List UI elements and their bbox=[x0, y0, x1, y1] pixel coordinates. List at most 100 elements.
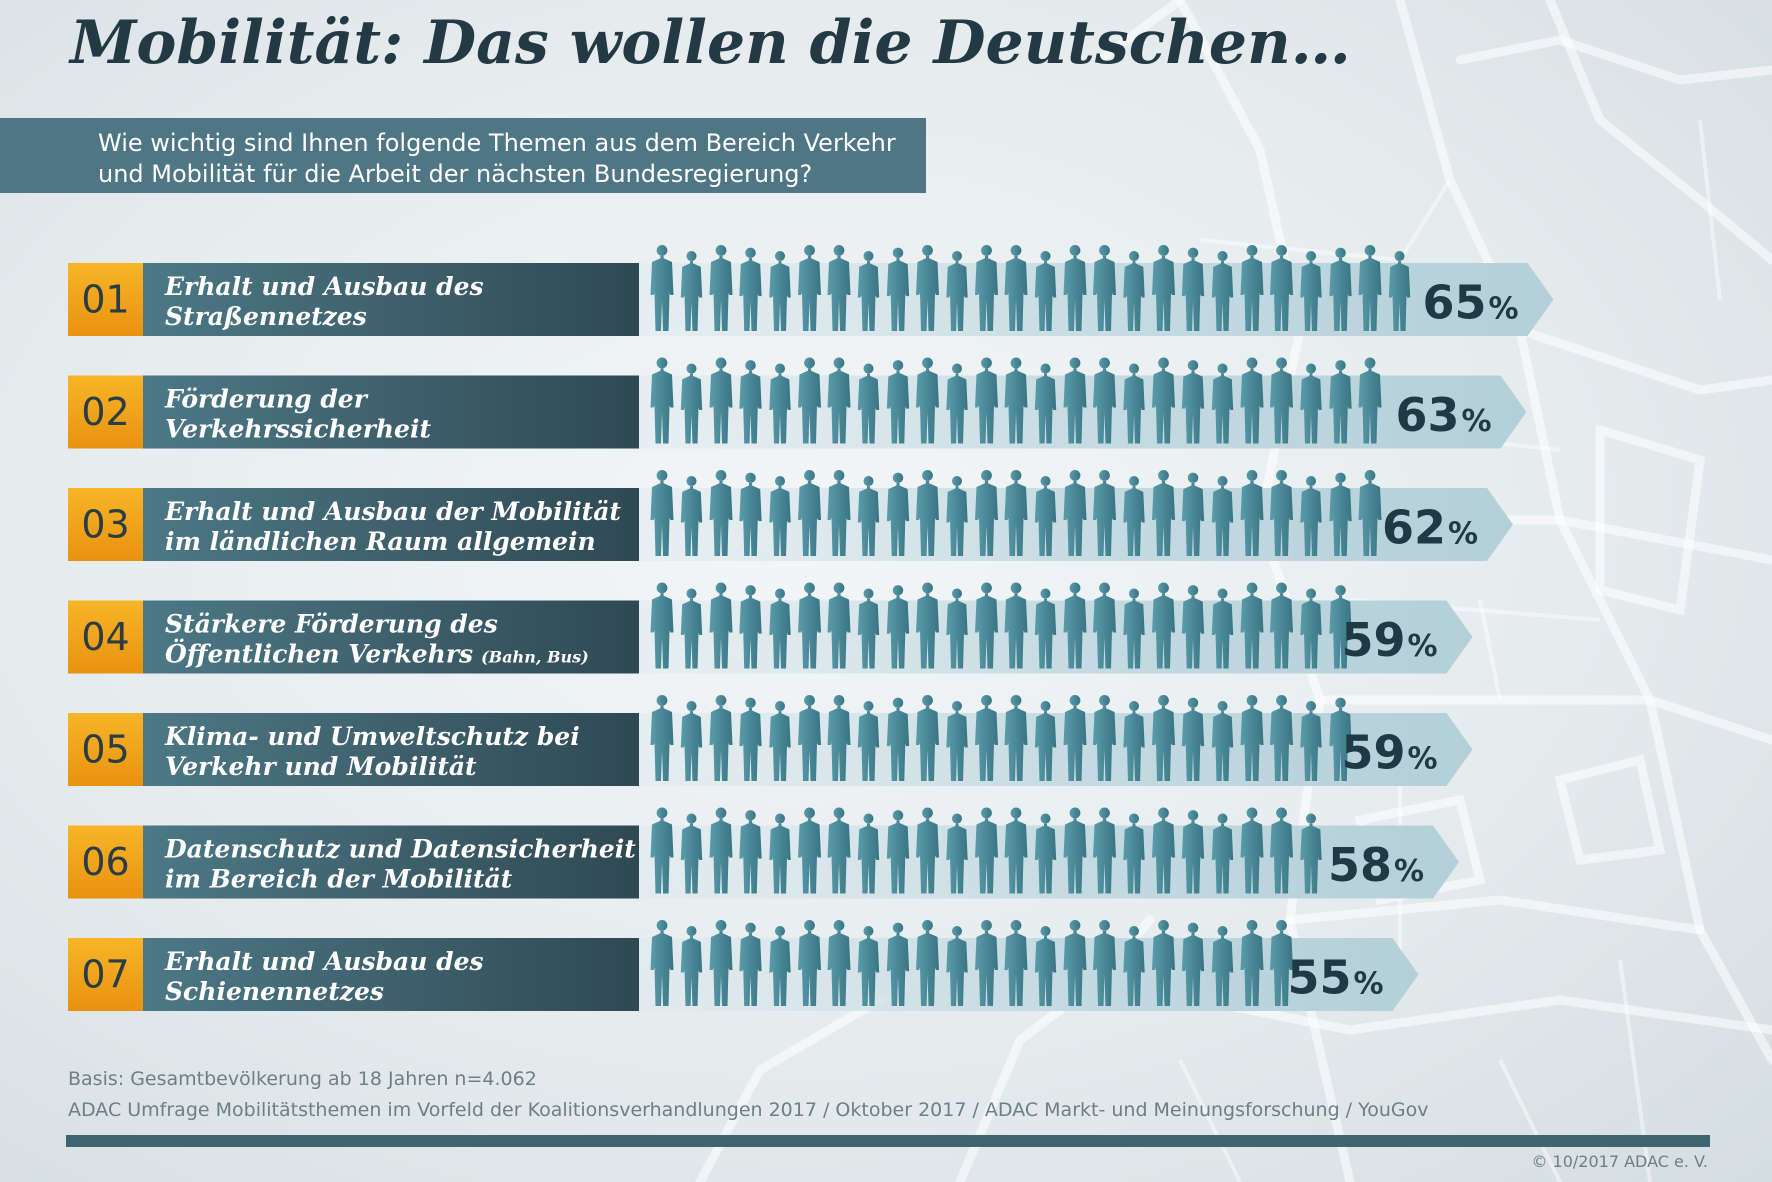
person-head bbox=[656, 245, 668, 256]
person-icon bbox=[1240, 593, 1264, 669]
person-head bbox=[715, 470, 727, 481]
person-icon bbox=[1004, 930, 1028, 1006]
person-head bbox=[686, 476, 697, 487]
person-icon bbox=[886, 258, 910, 331]
person-icon bbox=[1063, 255, 1087, 331]
person-icon bbox=[709, 368, 733, 444]
rank-number-7: 07 bbox=[81, 953, 129, 997]
person-icon bbox=[1123, 711, 1145, 781]
person-head bbox=[922, 245, 933, 256]
person-icon bbox=[946, 373, 968, 444]
people-pictogram-6 bbox=[650, 807, 1322, 894]
person-icon bbox=[1270, 255, 1293, 331]
person-icon bbox=[1123, 261, 1145, 331]
person-icon bbox=[1240, 705, 1264, 781]
person-icon bbox=[975, 593, 998, 669]
person-head bbox=[981, 807, 992, 819]
person-icon bbox=[827, 255, 851, 331]
person-icon bbox=[975, 255, 998, 331]
person-icon bbox=[946, 936, 968, 1006]
person-head bbox=[1276, 470, 1287, 481]
footer-bar bbox=[66, 1135, 1710, 1147]
person-icon bbox=[1300, 373, 1322, 444]
person-icon bbox=[886, 933, 910, 1006]
person-icon bbox=[1093, 368, 1116, 444]
rank-number-2: 02 bbox=[81, 390, 129, 434]
person-head bbox=[1158, 582, 1169, 594]
people-pictogram-2 bbox=[650, 357, 1382, 444]
person-icon bbox=[1034, 261, 1057, 331]
rank-number-6: 06 bbox=[81, 840, 129, 884]
person-head bbox=[1217, 251, 1228, 262]
person-head bbox=[1276, 920, 1287, 931]
person-head bbox=[1246, 470, 1258, 481]
person-icon bbox=[1211, 936, 1234, 1006]
person-icon bbox=[827, 818, 851, 894]
person-head bbox=[774, 476, 786, 487]
person-icon bbox=[1300, 823, 1322, 894]
person-head bbox=[922, 582, 933, 594]
person-head bbox=[1010, 807, 1022, 819]
person-icon bbox=[886, 708, 910, 781]
person-icon bbox=[857, 486, 880, 556]
person-icon bbox=[1063, 930, 1087, 1006]
question-line-1: Wie wichtig sind Ihnen folgende Themen a… bbox=[98, 129, 896, 157]
person-head bbox=[715, 695, 727, 706]
person-icon bbox=[798, 818, 821, 894]
person-head bbox=[951, 251, 963, 262]
topic-label-line-2: Straßennetzes bbox=[165, 302, 367, 331]
person-head bbox=[774, 363, 786, 374]
person-head bbox=[1158, 920, 1169, 931]
person-icon bbox=[827, 593, 851, 669]
person-head bbox=[1305, 701, 1317, 712]
person-head bbox=[863, 813, 874, 824]
person-icon bbox=[946, 486, 968, 556]
person-head bbox=[715, 807, 727, 819]
person-head bbox=[833, 807, 845, 819]
people-pictogram-3 bbox=[650, 470, 1382, 556]
person-icon bbox=[1093, 705, 1116, 781]
person-head bbox=[1364, 357, 1376, 369]
person-icon bbox=[916, 705, 939, 781]
person-head bbox=[774, 701, 786, 712]
person-icon bbox=[827, 930, 851, 1006]
person-head bbox=[1010, 920, 1022, 931]
person-head bbox=[1305, 588, 1317, 599]
rank-box-7 bbox=[68, 938, 143, 1011]
person-icon bbox=[1152, 705, 1175, 781]
person-head bbox=[656, 357, 668, 369]
person-head bbox=[804, 920, 815, 931]
person-icon bbox=[857, 936, 880, 1006]
person-icon bbox=[1270, 480, 1293, 556]
person-icon bbox=[1181, 483, 1205, 556]
person-icon bbox=[680, 936, 703, 1006]
person-icon bbox=[1329, 708, 1352, 781]
person-head bbox=[1276, 695, 1287, 706]
person-head bbox=[745, 810, 756, 821]
person-head bbox=[1040, 363, 1051, 374]
person-icon bbox=[1004, 818, 1028, 894]
person-icon bbox=[1123, 486, 1145, 556]
person-head bbox=[686, 363, 697, 374]
topic-label-note: (Bahn, Bus) bbox=[481, 648, 589, 667]
person-icon bbox=[975, 705, 998, 781]
person-head bbox=[1099, 695, 1110, 706]
person-head bbox=[951, 813, 963, 824]
person-icon bbox=[1240, 368, 1264, 444]
person-icon bbox=[886, 820, 910, 894]
person-head bbox=[1246, 357, 1258, 369]
person-icon bbox=[1211, 598, 1234, 669]
person-head bbox=[1305, 363, 1317, 374]
person-icon bbox=[827, 705, 851, 781]
person-icon bbox=[1063, 818, 1087, 894]
person-head bbox=[892, 472, 904, 484]
topic-label-box-7 bbox=[143, 938, 639, 1011]
person-icon bbox=[827, 480, 851, 556]
person-head bbox=[1158, 357, 1169, 369]
person-head bbox=[863, 251, 874, 262]
rank-number-1: 01 bbox=[81, 278, 129, 322]
person-icon bbox=[1240, 480, 1264, 556]
person-icon bbox=[1211, 373, 1234, 444]
person-head bbox=[833, 920, 845, 931]
